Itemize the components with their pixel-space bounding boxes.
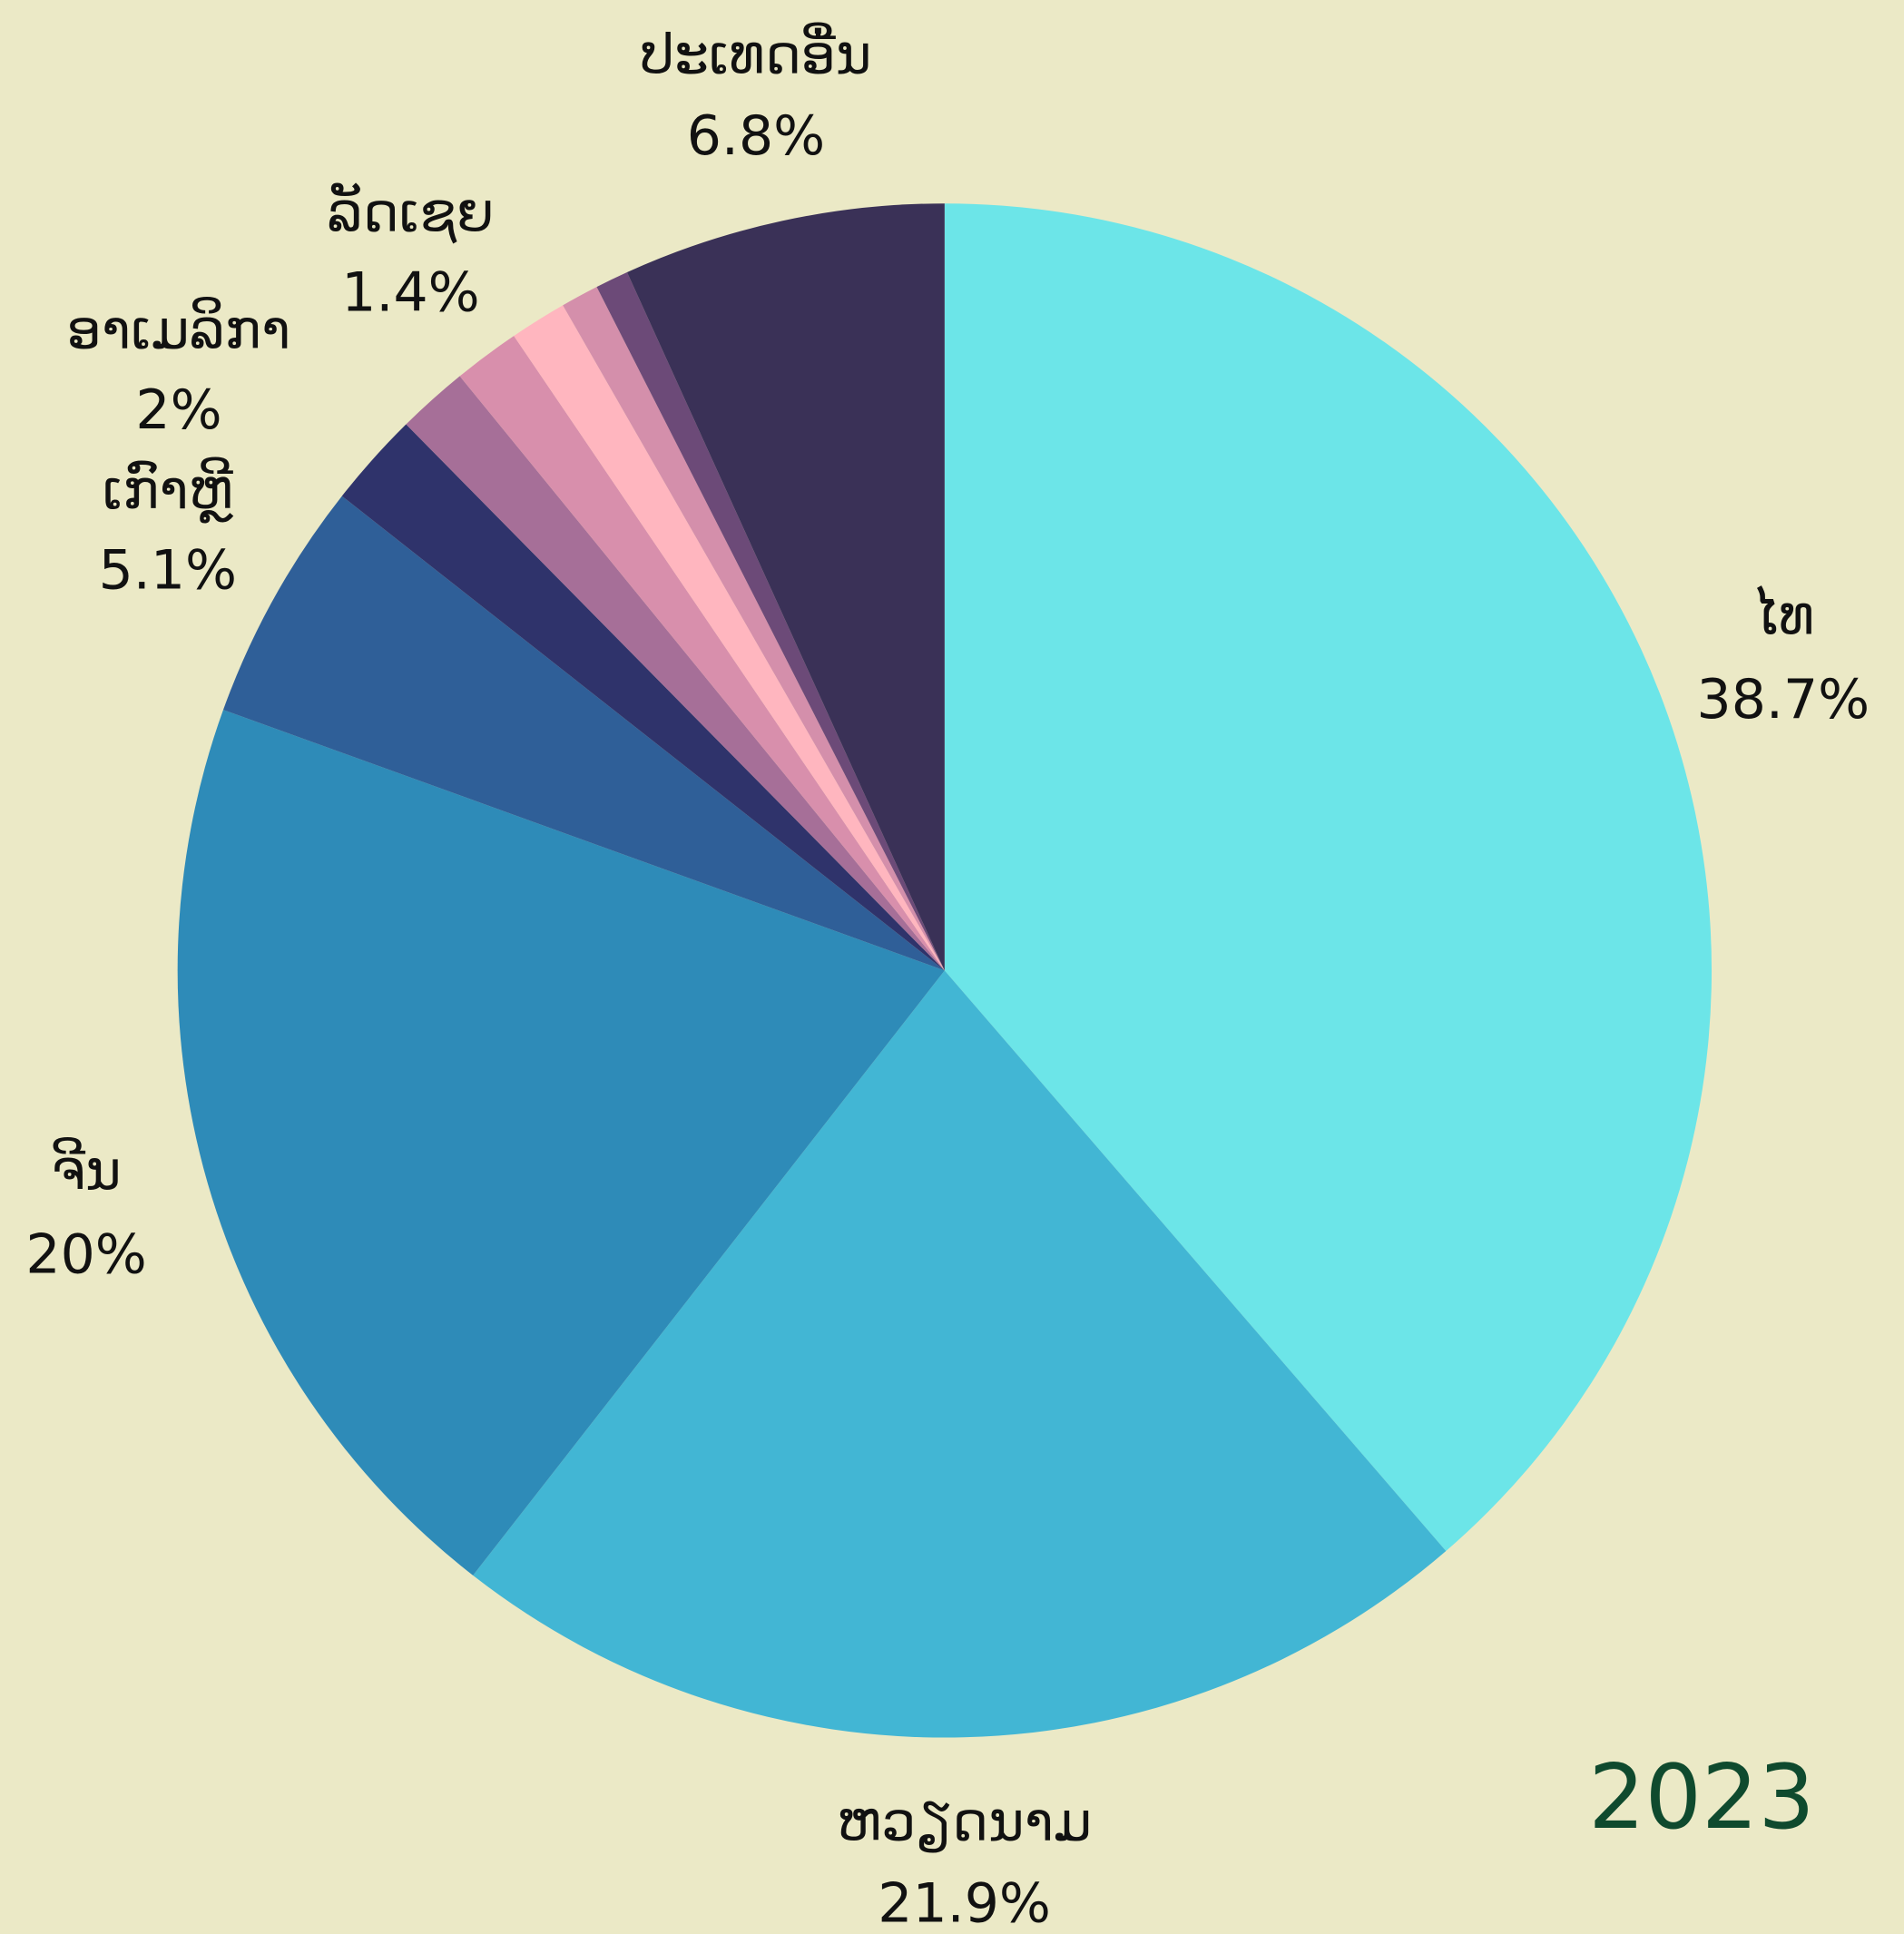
pie-slice (563, 287, 945, 971)
slice-label: ອາເມລິກາ (67, 297, 290, 362)
slice-label: ຈີນ (52, 1137, 122, 1203)
value-label: 2% (135, 378, 221, 442)
slice-label: ຫວຽດນາມ (837, 1791, 1092, 1854)
pie-slice (177, 710, 945, 1576)
slice-label: ໄທ (1752, 584, 1814, 648)
pie-slice (626, 203, 945, 971)
value-label: 21.9% (878, 1871, 1051, 1934)
pie-slice (406, 376, 945, 971)
pie-slice (222, 496, 945, 971)
pie-slice (596, 272, 945, 971)
slice-label: ເກົາຫຼີ (103, 457, 234, 524)
pie-slice (514, 305, 945, 971)
pie-slice (473, 970, 1447, 1738)
pie-slice (944, 203, 1713, 1551)
chart-title: 2023 (1588, 1746, 1814, 1850)
value-label: 5.1% (99, 538, 237, 602)
pie-slice (459, 336, 945, 971)
slice-label: ລັດເຊຍ (328, 181, 495, 244)
slice-label: ປະເທດອື່ນ (640, 22, 871, 87)
pie-slice (341, 424, 945, 971)
value-label: 6.8% (687, 104, 825, 168)
value-label: 1.4% (341, 261, 479, 325)
value-label: 20% (25, 1223, 146, 1287)
value-label: 38.7% (1697, 668, 1870, 731)
